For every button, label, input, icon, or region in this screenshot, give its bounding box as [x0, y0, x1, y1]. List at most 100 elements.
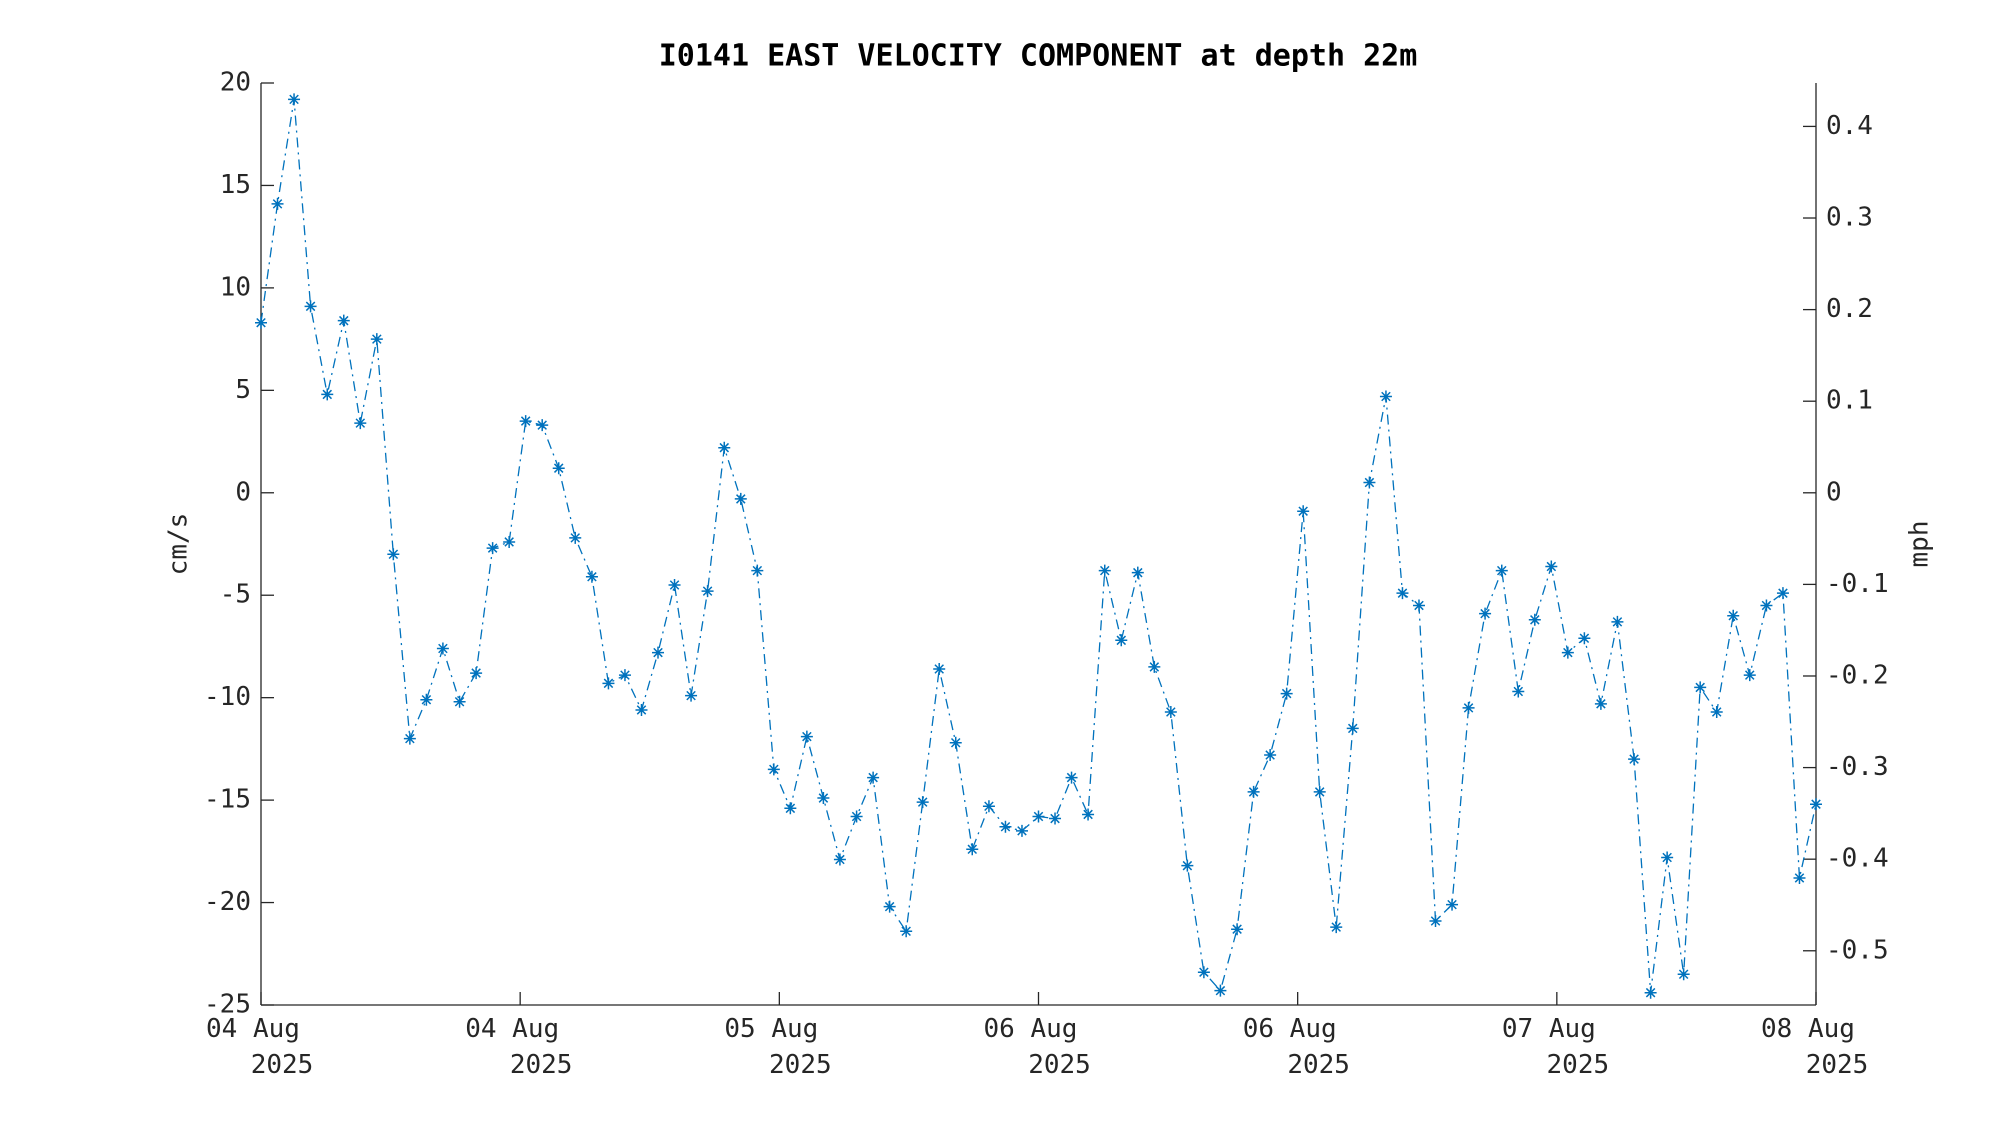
marker: [1164, 706, 1177, 719]
marker: [800, 730, 813, 743]
marker: [1396, 587, 1409, 600]
y2-tick-label: -0.3: [1826, 752, 1889, 782]
marker: [900, 925, 913, 938]
marker: [685, 689, 698, 702]
marker: [1330, 921, 1343, 934]
marker: [751, 564, 764, 577]
y-tick-label: 10: [220, 272, 251, 302]
chart-title: I0141 EAST VELOCITY COMPONENT at depth 2…: [659, 39, 1418, 74]
marker: [1280, 687, 1293, 700]
y-tick-label: -20: [204, 887, 251, 917]
marker: [1545, 560, 1558, 573]
marker: [618, 669, 631, 682]
marker: [1032, 810, 1045, 823]
marker: [850, 810, 863, 823]
marker: [420, 693, 433, 706]
marker: [1661, 851, 1674, 864]
marker: [982, 800, 995, 813]
y-tick-label: -5: [220, 580, 251, 610]
y2-tick-label: 0.2: [1826, 294, 1873, 324]
marker: [519, 415, 532, 428]
marker: [1561, 646, 1574, 659]
marker: [718, 441, 731, 454]
y-tick-label: 5: [235, 375, 251, 405]
y-axis-label: cm/s: [164, 513, 194, 576]
marker: [337, 314, 350, 327]
marker: [1313, 785, 1326, 798]
x-tick-label: 05 Aug 2025: [724, 1014, 831, 1080]
marker: [1214, 984, 1227, 997]
marker: [1264, 749, 1277, 762]
marker: [552, 462, 565, 475]
x-tick-label: 06 Aug 2025: [1243, 1014, 1350, 1080]
marker: [1015, 824, 1028, 837]
marker: [1594, 697, 1607, 710]
marker: [370, 333, 383, 346]
marker: [486, 542, 499, 555]
x-tick-label: 04 Aug 2025: [465, 1014, 572, 1080]
marker: [403, 732, 416, 745]
y2-tick-label: -0.2: [1826, 660, 1889, 690]
marker: [1760, 599, 1773, 612]
x-tick-label: 07 Aug 2025: [1502, 1014, 1609, 1080]
marker: [271, 197, 284, 210]
marker: [1379, 390, 1392, 403]
marker: [949, 736, 962, 749]
y-tick-label: 0: [235, 477, 251, 507]
marker: [1181, 859, 1194, 872]
y2-tick-label: 0: [1826, 477, 1842, 507]
marker: [1429, 914, 1442, 927]
y2-tick-label: -0.5: [1826, 935, 1889, 965]
marker: [602, 677, 615, 690]
marker: [1776, 587, 1789, 600]
marker: [883, 900, 896, 913]
marker: [1346, 722, 1359, 735]
marker: [1677, 968, 1690, 981]
marker: [784, 802, 797, 815]
y2-tick-label: 0.4: [1826, 111, 1873, 141]
marker: [1197, 966, 1210, 979]
marker: [1743, 669, 1756, 682]
y2-axis-label: mph: [1905, 521, 1935, 568]
y-tick-label: -15: [204, 785, 251, 815]
marker: [635, 703, 648, 716]
y2-tick-label: -0.1: [1826, 569, 1889, 599]
y2-tick-label: 0.3: [1826, 203, 1873, 233]
marker: [1528, 613, 1541, 626]
marker: [1363, 476, 1376, 489]
marker: [470, 667, 483, 680]
marker: [585, 570, 598, 583]
marker: [304, 300, 317, 313]
marker: [767, 763, 780, 776]
marker: [453, 695, 466, 708]
marker: [833, 853, 846, 866]
marker: [387, 548, 400, 561]
y-tick-label: 15: [220, 170, 251, 200]
marker: [1644, 986, 1657, 999]
marker: [1446, 898, 1459, 911]
marker: [1297, 505, 1310, 518]
marker: [1131, 566, 1144, 579]
marker: [255, 316, 267, 329]
marker: [1412, 599, 1425, 612]
marker: [436, 642, 449, 655]
marker: [354, 417, 367, 430]
marker: [503, 535, 516, 548]
marker: [1231, 923, 1244, 936]
y-tick-label: 20: [220, 68, 251, 98]
x-tick-label: 06 Aug 2025: [984, 1014, 1091, 1080]
marker: [1462, 701, 1475, 714]
marker: [966, 843, 979, 856]
marker: [1148, 660, 1161, 673]
marker: [1247, 785, 1260, 798]
marker: [1611, 615, 1624, 628]
x-tick-label: 04 Aug 2025: [206, 1014, 313, 1080]
y-tick-label: -25: [204, 990, 251, 1020]
marker: [734, 492, 747, 505]
marker: [1694, 681, 1707, 694]
x-tick-label: 08 Aug 2025: [1761, 1014, 1868, 1080]
marker: [1810, 798, 1822, 811]
marker: [1098, 564, 1111, 577]
marker: [1793, 871, 1806, 884]
